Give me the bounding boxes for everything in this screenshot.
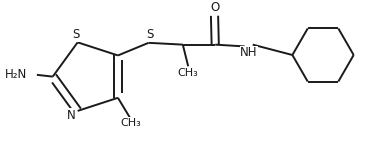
Text: S: S	[146, 28, 153, 41]
Text: H₂N: H₂N	[4, 68, 27, 81]
Text: NH: NH	[240, 46, 258, 59]
Text: CH₃: CH₃	[120, 118, 141, 128]
Text: CH₃: CH₃	[178, 68, 198, 78]
Text: O: O	[210, 1, 219, 14]
Text: N: N	[67, 109, 76, 122]
Text: S: S	[72, 28, 80, 41]
